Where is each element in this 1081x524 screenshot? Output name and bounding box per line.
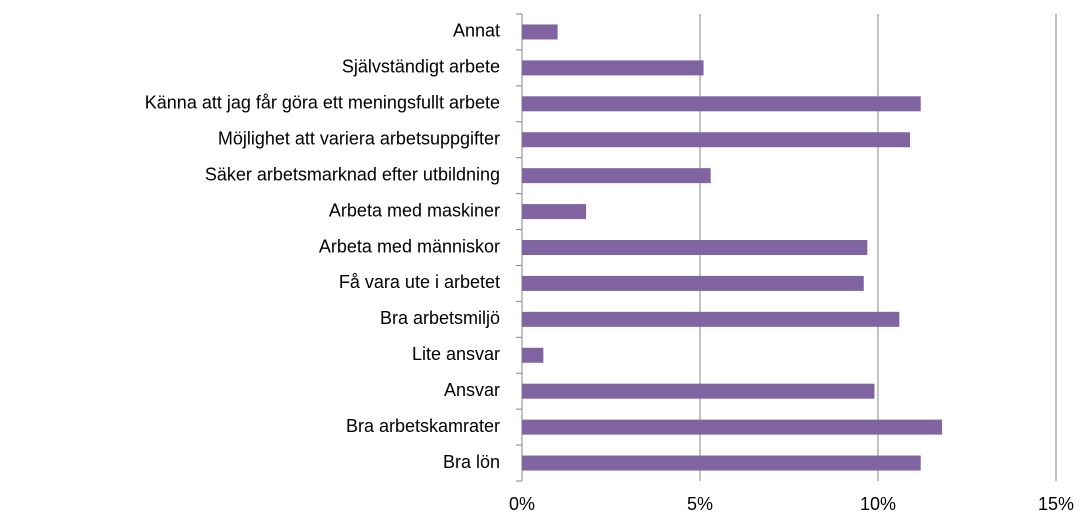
bar bbox=[522, 419, 943, 435]
x-tick-label: 10% bbox=[860, 494, 896, 514]
bar bbox=[522, 311, 900, 327]
bar bbox=[522, 132, 911, 148]
x-tick-label: 15% bbox=[1038, 494, 1074, 514]
x-tick-label: 5% bbox=[687, 494, 713, 514]
bar bbox=[522, 347, 544, 363]
y-tick-label: Möjlighet att variera arbetsuppgifter bbox=[218, 128, 500, 148]
bar bbox=[522, 60, 704, 76]
y-tick-label: Känna att jag får göra ett meningsfullt … bbox=[145, 93, 500, 113]
y-tick-label: Självständigt arbete bbox=[342, 57, 500, 77]
bar bbox=[522, 168, 711, 184]
bar bbox=[522, 455, 921, 471]
bar bbox=[522, 275, 864, 291]
y-tick-label: Bra lön bbox=[443, 452, 500, 472]
bar bbox=[522, 204, 587, 220]
y-tick-label: Bra arbetskamrater bbox=[346, 416, 500, 436]
bar bbox=[522, 383, 875, 399]
y-tick-label: Säker arbetsmarknad efter utbildning bbox=[205, 164, 500, 184]
y-tick-label: Arbeta med människor bbox=[319, 236, 500, 256]
y-tick-label: Få vara ute i arbetet bbox=[339, 272, 500, 292]
y-tick-label: Arbeta med maskiner bbox=[329, 200, 500, 220]
y-tick-label: Bra arbetsmiljö bbox=[380, 308, 500, 328]
x-tick-label: 0% bbox=[509, 494, 535, 514]
bar bbox=[522, 24, 558, 40]
bar bbox=[522, 96, 921, 112]
y-tick-label: Lite ansvar bbox=[412, 344, 500, 364]
y-tick-label: Ansvar bbox=[444, 380, 500, 400]
y-tick-label: Annat bbox=[453, 21, 500, 41]
bar bbox=[522, 240, 868, 255]
